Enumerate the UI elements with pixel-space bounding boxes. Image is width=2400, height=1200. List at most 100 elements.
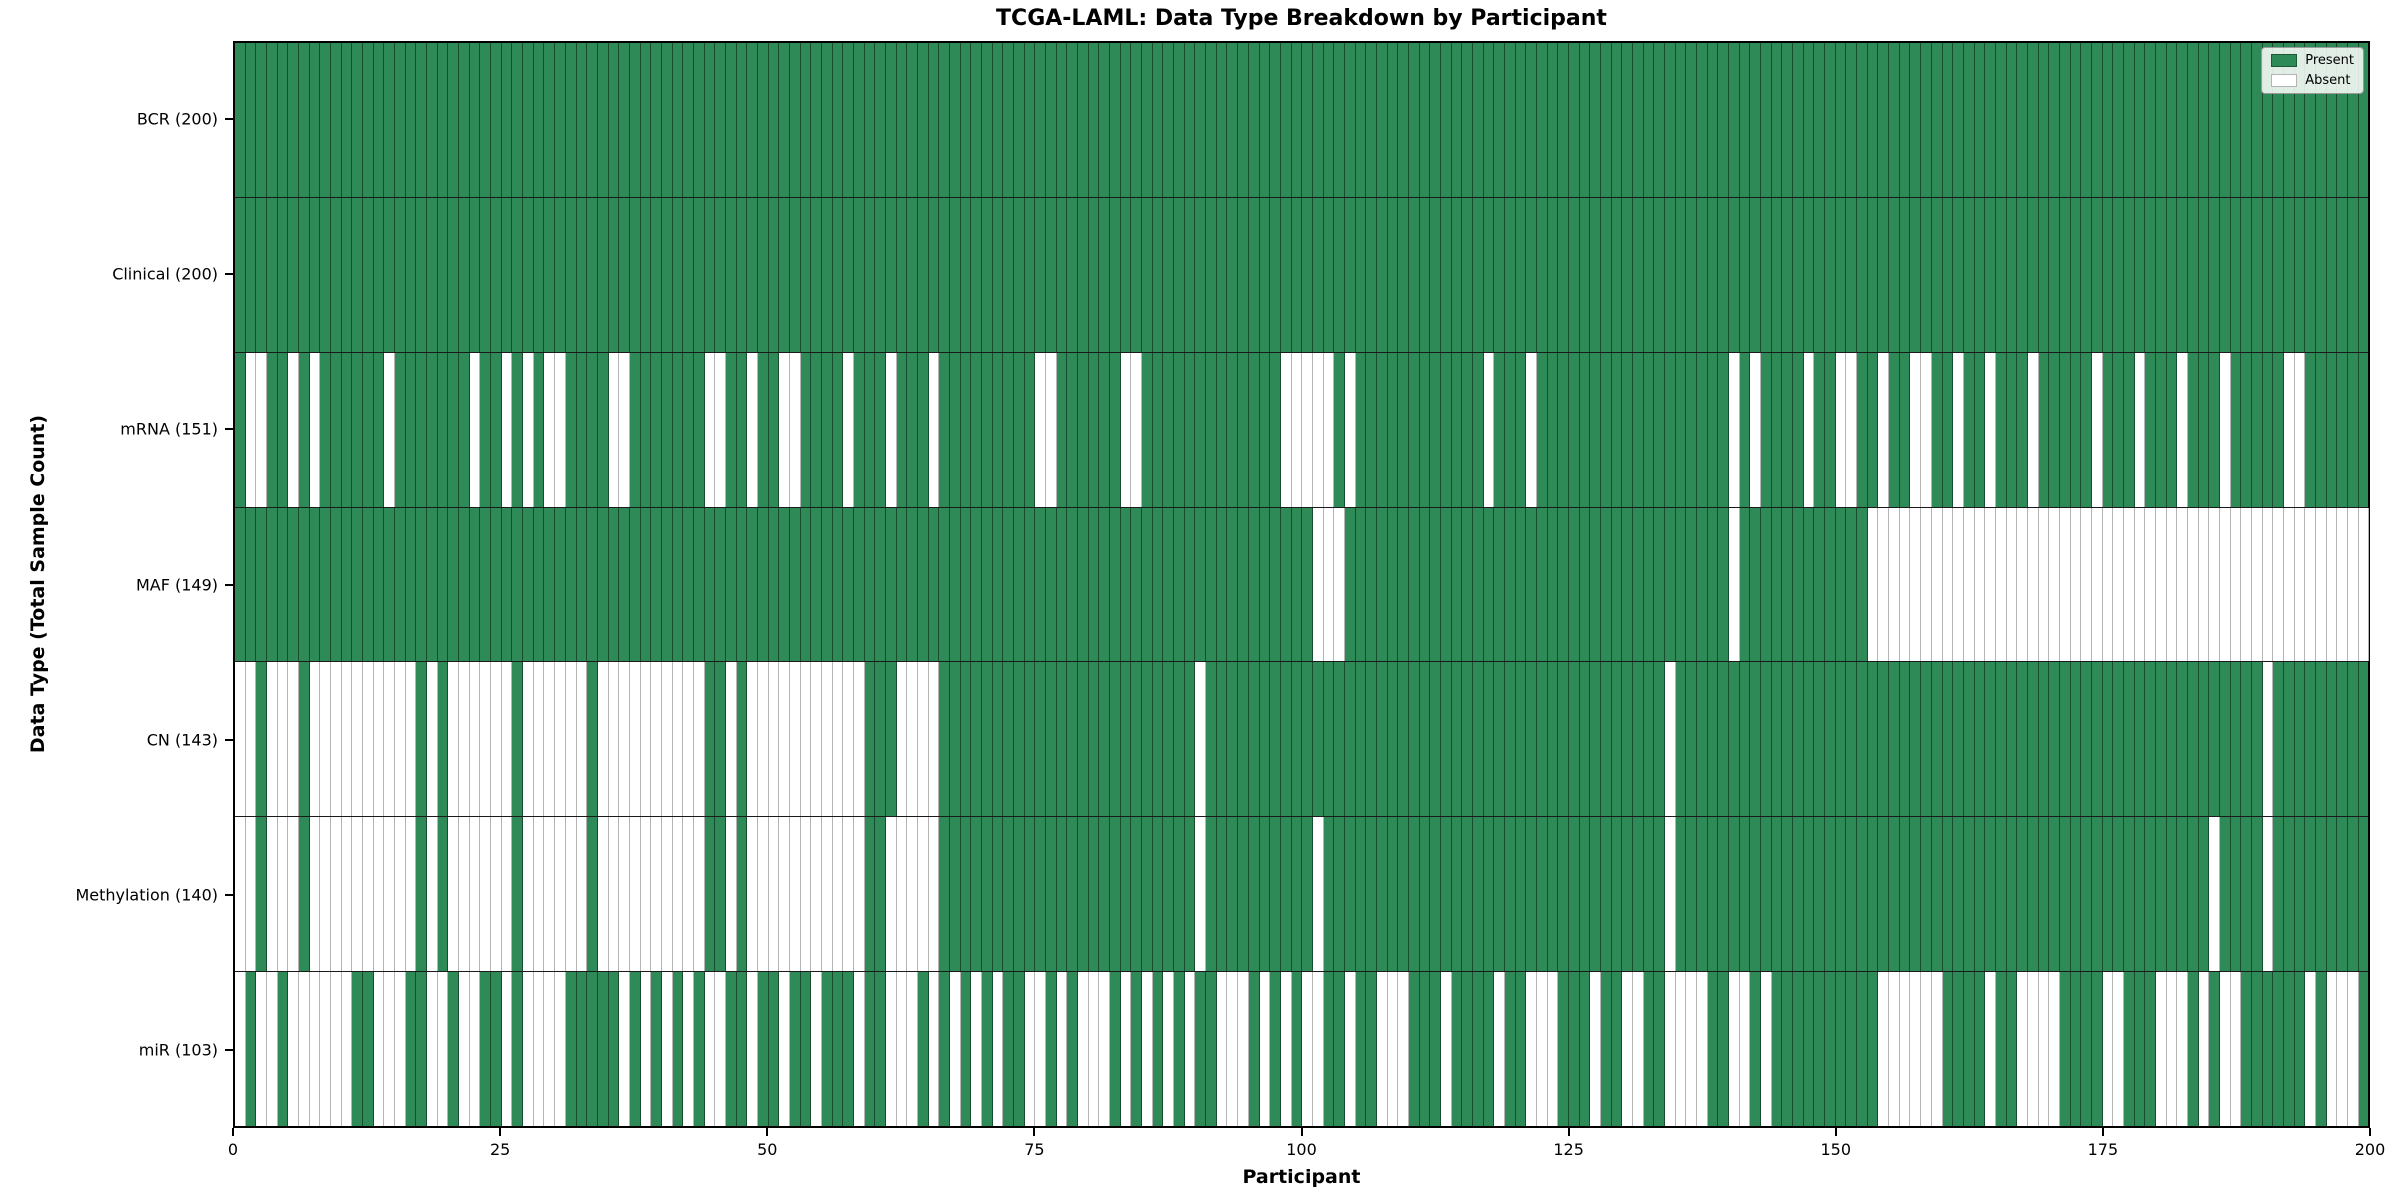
heatmap-cell — [2358, 43, 2369, 197]
heatmap-cell — [2262, 43, 2274, 197]
heatmap-cell — [1761, 662, 1772, 817]
heatmap-cell — [309, 972, 321, 1127]
heatmap-cell — [2166, 43, 2178, 197]
heatmap-cell — [1568, 507, 1580, 662]
heatmap-cell — [1195, 817, 1207, 972]
heatmap-cell — [672, 507, 684, 662]
heatmap-cell — [651, 352, 662, 507]
heatmap-cell — [907, 507, 918, 662]
heatmap-cell — [864, 972, 876, 1127]
y-tick-mark — [225, 738, 233, 741]
heatmap-cell — [427, 507, 438, 662]
heatmap-cell — [1387, 352, 1399, 507]
heatmap-cell — [853, 817, 865, 972]
heatmap-cell — [1014, 352, 1025, 507]
heatmap-cell — [2177, 662, 2188, 817]
heatmap-cell — [2102, 43, 2114, 197]
heatmap-cell — [683, 352, 694, 507]
heatmap-cell — [1280, 43, 1292, 197]
heatmap-cell — [2219, 197, 2231, 352]
heatmap-cell — [715, 352, 726, 507]
heatmap-cell — [1793, 972, 1804, 1127]
heatmap-cell — [725, 197, 737, 352]
heatmap-grid — [233, 41, 2370, 1128]
heatmap-cell — [864, 507, 876, 662]
heatmap-cell — [1675, 197, 1687, 352]
heatmap-cell — [725, 817, 737, 972]
heatmap-cell — [1878, 972, 1890, 1127]
heatmap-cell — [1451, 817, 1463, 972]
heatmap-cell — [2241, 817, 2252, 972]
heatmap-cell — [1334, 43, 1345, 197]
heatmap-cell — [2209, 352, 2220, 507]
heatmap-cell — [1995, 352, 2007, 507]
heatmap-cell — [2166, 662, 2178, 817]
heatmap-cell — [1408, 43, 1420, 197]
heatmap-cell — [555, 817, 566, 972]
heatmap-cell — [1462, 352, 1473, 507]
heatmap-cell — [1910, 507, 1922, 662]
heatmap-cell — [1142, 507, 1153, 662]
heatmap-cell — [907, 197, 918, 352]
heatmap-cell — [2038, 352, 2050, 507]
heatmap-cell — [256, 662, 268, 817]
heatmap-cell — [555, 972, 566, 1127]
heatmap-cell — [1558, 817, 1569, 972]
y-tick-label-MAF: MAF (149) — [135, 575, 218, 594]
heatmap-cell — [2070, 43, 2082, 197]
heatmap-cell — [2316, 972, 2327, 1127]
heatmap-cell — [1601, 352, 1612, 507]
heatmap-cell — [395, 972, 406, 1127]
heatmap-cell — [768, 352, 780, 507]
heatmap-cell — [1803, 197, 1815, 352]
heatmap-cell — [363, 972, 374, 1127]
heatmap-cell — [1995, 507, 2007, 662]
heatmap-cell — [1024, 197, 1036, 352]
heatmap-cell — [1334, 197, 1345, 352]
heatmap-cell — [1985, 352, 1996, 507]
heatmap-cell — [875, 662, 886, 817]
heatmap-cell — [1494, 662, 1505, 817]
heatmap-cell — [1184, 817, 1196, 972]
heatmap-cell — [1494, 817, 1505, 972]
heatmap-cell — [1120, 507, 1132, 662]
heatmap-cell — [661, 817, 673, 972]
heatmap-cell — [1643, 197, 1655, 352]
heatmap-cell — [1131, 817, 1143, 972]
heatmap-cell — [715, 507, 726, 662]
heatmap-cell — [1910, 972, 1922, 1127]
heatmap-cell — [384, 507, 396, 662]
heatmap-cell — [2209, 507, 2220, 662]
heatmap-cell — [1686, 662, 1698, 817]
heatmap-cell — [341, 43, 353, 197]
heatmap-cell — [2316, 507, 2327, 662]
heatmap-cell — [907, 352, 918, 507]
heatmap-cell — [2284, 817, 2295, 972]
heatmap-cell — [267, 662, 278, 817]
heatmap-cell — [950, 507, 961, 662]
heatmap-cell — [320, 43, 332, 197]
heatmap-cell — [704, 507, 716, 662]
heatmap-cell — [491, 352, 502, 507]
heatmap-cell — [747, 352, 758, 507]
heatmap-cell — [597, 662, 609, 817]
heatmap-cell — [469, 197, 481, 352]
heatmap-cell — [608, 972, 620, 1127]
heatmap-cell — [2219, 817, 2231, 972]
heatmap-cell — [1846, 817, 1858, 972]
heatmap-cell — [2230, 43, 2242, 197]
heatmap-cell — [1419, 43, 1431, 197]
heatmap-cell — [2145, 972, 2156, 1127]
heatmap-cell — [1046, 197, 1057, 352]
heatmap-cell — [448, 197, 460, 352]
heatmap-cell — [597, 352, 609, 507]
heatmap-cell — [629, 43, 641, 197]
heatmap-cell — [1227, 507, 1239, 662]
heatmap-cell — [1889, 817, 1900, 972]
heatmap-cell — [2230, 197, 2242, 352]
x-tick-mark — [2369, 1128, 2371, 1136]
heatmap-cell — [1462, 43, 1473, 197]
heatmap-cell — [789, 43, 801, 197]
heatmap-cell — [821, 352, 833, 507]
heatmap-cell — [448, 352, 460, 507]
